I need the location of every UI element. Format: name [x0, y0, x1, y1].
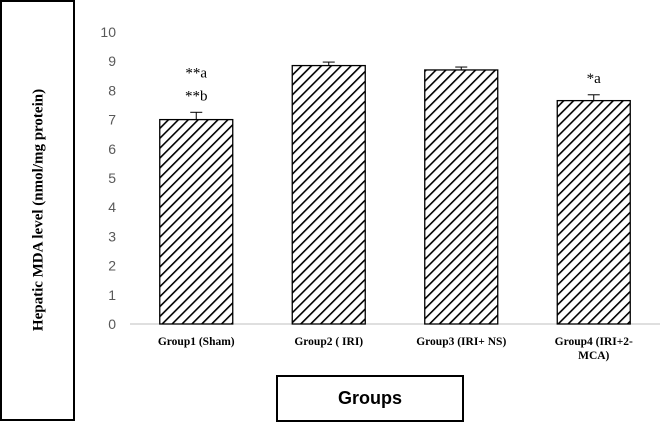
y-tick-label: 10	[100, 24, 116, 40]
y-tick-label: 5	[108, 170, 116, 186]
x-tick-label: Group4 (IRI+2-	[555, 336, 633, 348]
x-axis-title: Groups	[337, 388, 402, 408]
y-tick-label: 7	[108, 112, 116, 128]
significance-annotation: **a	[185, 65, 207, 81]
bar	[291, 64, 366, 325]
bar	[424, 69, 499, 325]
y-tick-label: 4	[108, 199, 116, 215]
y-axis-title-box: Hepatic MDA level (nmol/mg protein)	[0, 0, 75, 421]
y-tick-label: 8	[108, 82, 116, 98]
y-tick-label: 6	[108, 141, 116, 157]
bar	[556, 99, 631, 325]
significance-annotation: *a	[587, 71, 602, 87]
bar	[159, 118, 234, 325]
x-tick-label: Group3 (IRI+ NS)	[416, 336, 506, 348]
y-tick-label: 9	[108, 53, 116, 69]
x-tick-label: Group2 ( IRI)	[294, 336, 363, 348]
y-tick-label: 1	[108, 287, 116, 303]
y-tick-label: 3	[108, 228, 116, 244]
y-tick-label: 0	[108, 316, 116, 332]
x-tick-label: Group1 (Sham)	[158, 336, 235, 348]
x-axis-title-box: Groups	[276, 375, 464, 422]
x-tick-label: MCA)	[578, 350, 609, 362]
significance-annotation: **b	[185, 88, 208, 104]
y-tick-label: 2	[108, 258, 116, 274]
